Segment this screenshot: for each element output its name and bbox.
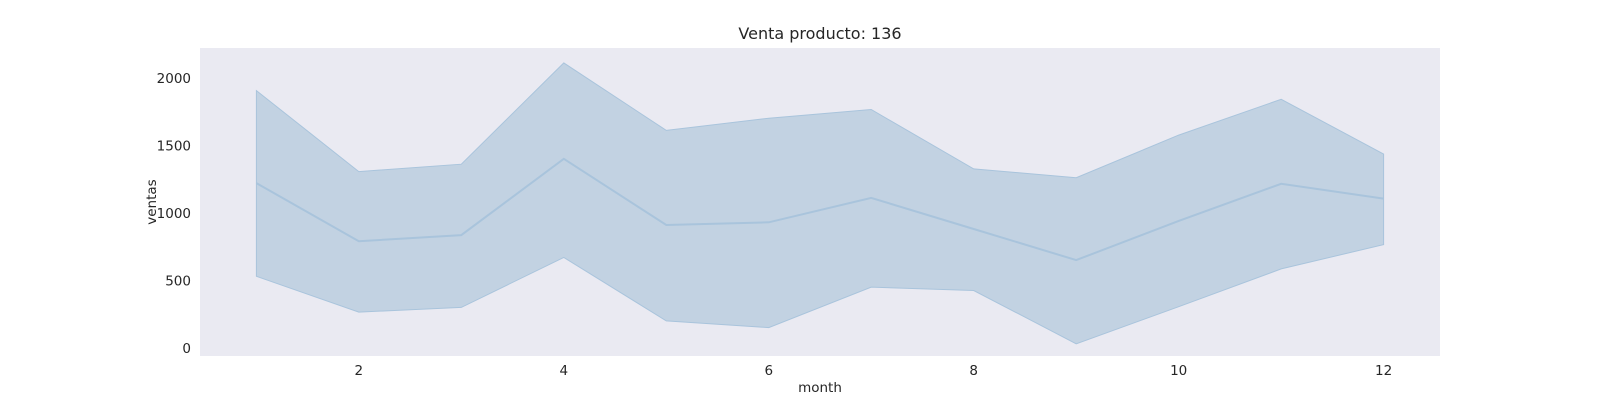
y-tick-label: 500 [165, 274, 191, 290]
x-tick-label: 4 [560, 363, 569, 379]
y-tick-label: 1500 [157, 139, 191, 155]
y-axis-ticks: 0 500 1000 1500 2000 [157, 71, 191, 357]
x-tick-label: 12 [1375, 363, 1392, 379]
y-tick-label: 1000 [157, 206, 191, 222]
x-tick-label: 6 [764, 363, 773, 379]
y-tick-label: 2000 [157, 71, 191, 87]
y-tick-label: 0 [182, 341, 191, 357]
confidence-band [255, 62, 1385, 345]
x-tick-label: 10 [1170, 363, 1187, 379]
x-tick-label: 8 [969, 363, 978, 379]
series-line [255, 157, 1384, 262]
x-axis-ticks: 2 4 6 8 10 12 [355, 363, 1393, 379]
x-tick-label: 2 [355, 363, 364, 379]
chart-title: Venta producto: 136 [738, 24, 901, 43]
y-axis-label: ventas [144, 179, 160, 224]
x-axis-label: month [798, 380, 842, 396]
